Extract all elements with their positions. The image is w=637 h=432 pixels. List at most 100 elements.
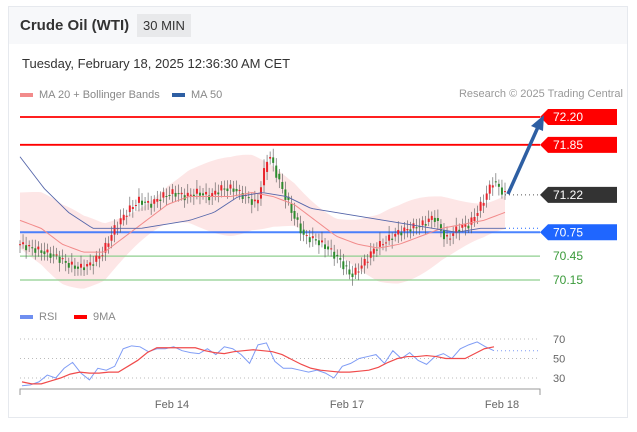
candle: [141, 200, 144, 205]
candle: [198, 192, 201, 196]
candle: [320, 240, 323, 243]
candle: [52, 254, 55, 256]
legend-9ma: 9MA: [74, 311, 116, 323]
candle: [137, 196, 140, 203]
forecast-arrowhead: [531, 115, 544, 131]
candle: [418, 226, 421, 228]
ma9-line: [21, 346, 495, 385]
candle: [394, 233, 397, 237]
candle: [504, 191, 506, 193]
candle: [83, 267, 86, 271]
candle: [375, 249, 378, 251]
candle: [388, 234, 391, 241]
candle: [424, 224, 427, 226]
candle: [330, 248, 333, 250]
candle: [134, 205, 137, 207]
candle: [64, 260, 67, 263]
legend-rsi-label: RSI: [39, 311, 58, 323]
rsi-tick: 30: [553, 373, 565, 385]
candle: [446, 235, 449, 237]
candle: [293, 211, 296, 219]
candle: [482, 202, 485, 206]
candle: [497, 183, 500, 187]
candle: [366, 261, 369, 263]
candle: [147, 200, 150, 203]
candle: [287, 196, 290, 200]
rsi-tick: 50: [553, 354, 565, 366]
candle: [113, 225, 116, 235]
candle: [110, 235, 113, 241]
candle: [92, 264, 95, 266]
candle: [345, 265, 348, 267]
candle: [186, 192, 189, 197]
level-label-resistance: 71.85: [553, 138, 583, 152]
candle: [479, 201, 482, 211]
candle: [43, 251, 46, 255]
candle: [299, 223, 302, 234]
candle: [156, 198, 159, 202]
candle: [58, 256, 61, 263]
candle: [131, 207, 134, 210]
candle: [61, 258, 64, 260]
candle: [403, 227, 406, 232]
candle: [324, 244, 327, 249]
credit: Research © 2025 Trading Central: [458, 88, 623, 100]
ma20-swatch: [20, 93, 33, 97]
timeframe-badge[interactable]: 30 MIN: [137, 14, 191, 37]
candle: [46, 249, 49, 253]
candle: [211, 193, 214, 197]
candle: [442, 230, 445, 240]
candle: [348, 269, 351, 275]
candle: [455, 226, 458, 233]
candle: [101, 255, 104, 257]
level-tag-resistance: [540, 136, 617, 153]
candle: [467, 225, 470, 229]
ma50-swatch: [172, 93, 185, 97]
candle: [195, 188, 198, 194]
candle: [360, 265, 363, 269]
candle: [217, 192, 220, 195]
candle: [281, 181, 284, 189]
candle: [327, 246, 330, 250]
candle: [342, 261, 345, 270]
candle: [381, 244, 384, 246]
candle: [125, 215, 128, 217]
x-tick: Feb 18: [485, 399, 519, 411]
candle: [214, 190, 217, 195]
candle: [205, 191, 208, 195]
candle: [165, 196, 168, 198]
candle: [263, 168, 266, 186]
ma20-line: [19, 192, 506, 253]
candle: [104, 242, 107, 253]
candle: [144, 201, 147, 203]
ma9-swatch: [74, 315, 87, 319]
candle: [34, 248, 37, 253]
rsi-line: [21, 341, 495, 387]
candle: [272, 157, 275, 163]
candle: [311, 236, 314, 239]
candle: [314, 239, 317, 241]
candle: [339, 257, 342, 260]
candle: [159, 199, 162, 201]
rsi-tick: 70: [553, 334, 565, 346]
level-tag-pivot: [540, 224, 617, 241]
candle: [192, 194, 195, 197]
candle: [19, 244, 21, 246]
candle: [70, 261, 73, 265]
candle: [150, 203, 153, 208]
candle: [128, 205, 131, 213]
candle: [406, 229, 409, 231]
x-tick: Feb 14: [155, 399, 189, 411]
x-tick: Feb 17: [330, 399, 364, 411]
candle: [269, 156, 272, 159]
candle: [452, 233, 455, 236]
candle: [308, 237, 311, 243]
candle: [357, 271, 360, 273]
level-tag-resistance: [540, 109, 617, 125]
candle: [122, 214, 125, 221]
candle: [430, 215, 433, 220]
candle: [275, 165, 278, 178]
level-label-support: 70.45: [553, 249, 583, 263]
candle: [98, 256, 101, 259]
ma50-line: [19, 156, 505, 233]
